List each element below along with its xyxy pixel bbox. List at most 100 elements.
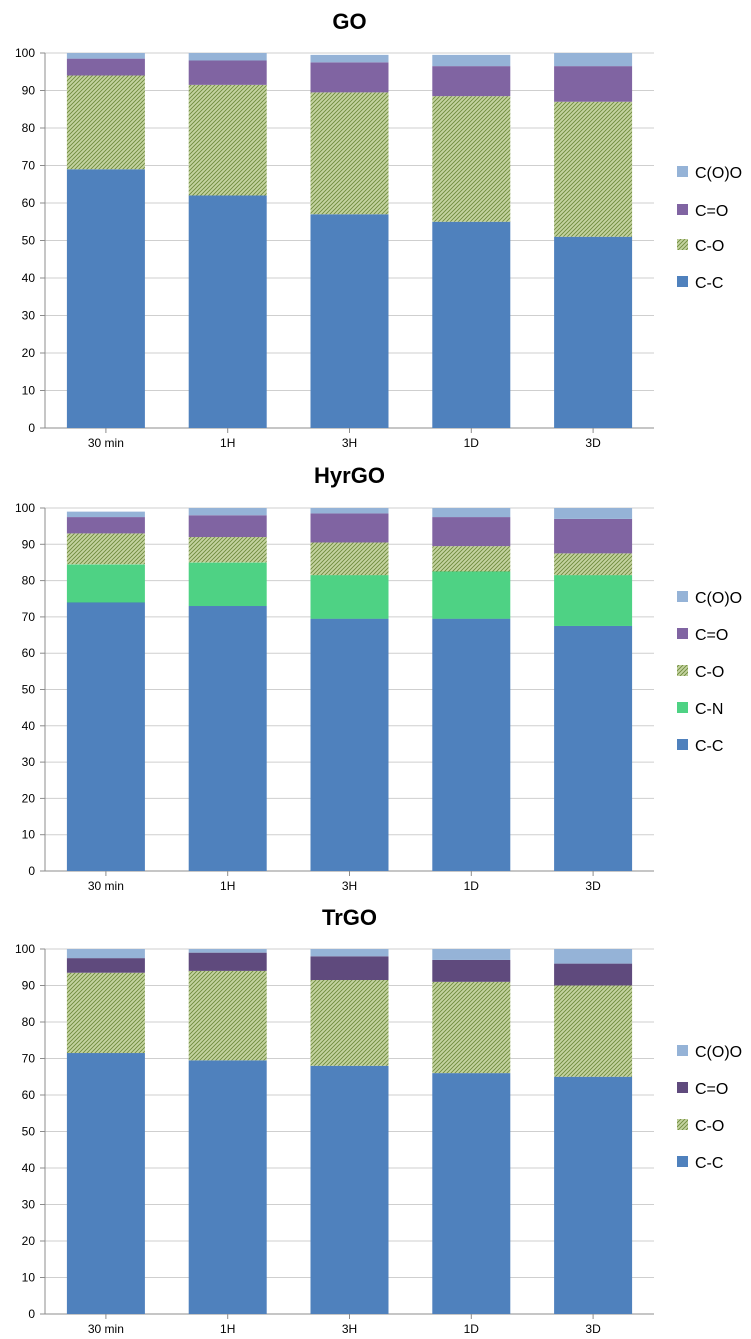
y-tick-label: 80 <box>22 574 36 588</box>
y-tick-label: 0 <box>28 1307 35 1321</box>
y-tick-label: 80 <box>22 121 36 135</box>
y-tick-label: 90 <box>22 84 36 98</box>
bar-segment-c-o <box>66 75 145 170</box>
bar-segment-c-eq-o-go <box>310 62 389 93</box>
y-tick-label: 60 <box>22 1088 36 1102</box>
bar-segment-c-c <box>188 195 267 428</box>
bar-segment-c-n <box>554 575 633 626</box>
bar-segment-c-o-o <box>66 511 145 518</box>
legend-label: C-O <box>695 664 724 681</box>
bar-segment-c-o <box>188 970 267 1061</box>
legend-swatch-c-o-o <box>677 1045 688 1056</box>
y-tick-label: 10 <box>22 828 36 842</box>
chart-title: GO <box>332 9 366 34</box>
bar-segment-c-o-o <box>432 54 511 67</box>
y-tick-label: 20 <box>22 791 36 805</box>
y-tick-label: 30 <box>22 309 36 323</box>
y-tick-label: 40 <box>22 1161 36 1175</box>
bar-segment-c-eq-o-go <box>188 515 267 538</box>
y-tick-label: 60 <box>22 196 36 210</box>
y-tick-label: 70 <box>22 610 36 624</box>
legend-label: C-C <box>695 275 723 292</box>
x-tick-label: 3H <box>342 879 357 893</box>
bar-segment-c-o <box>432 546 511 572</box>
bar-segment-c-eq-o-tr <box>554 963 633 986</box>
bar-segment-c-o-o <box>310 508 389 514</box>
legend-swatch-c-eq-o-go <box>677 628 688 639</box>
x-tick-label: 1H <box>220 879 235 893</box>
legend-swatch-c-eq-o-go <box>677 204 688 215</box>
legend-swatch-c-c <box>677 739 688 750</box>
bar-segment-c-c <box>66 1053 145 1314</box>
y-tick-label: 50 <box>22 683 36 697</box>
y-tick-label: 30 <box>22 1198 36 1212</box>
bar-segment-c-c <box>188 1060 267 1314</box>
bar-segment-c-o <box>310 980 389 1066</box>
bar-segment-c-eq-o-tr <box>310 956 389 981</box>
legend-swatch-c-c <box>677 1156 688 1167</box>
legend-label: C=O <box>695 627 728 644</box>
bar-segment-c-eq-o-go <box>554 518 633 554</box>
y-tick-label: 90 <box>22 979 36 993</box>
chart-panel-trgo: TrGO 0 10 20 30 40 50 60 70 80 90 100 30 min 1H 3H 1D 3D… <box>15 905 742 1336</box>
legend-swatch-c-o-o <box>677 591 688 602</box>
x-tick-label: 3D <box>585 1322 601 1336</box>
legend-label: C(O)O <box>695 1044 742 1061</box>
legend-label: C(O)O <box>695 590 742 607</box>
bar-segment-c-o <box>554 101 633 237</box>
x-tick-label: 30 min <box>88 879 124 893</box>
bar-segment-c-c <box>432 221 511 428</box>
bar-segment-c-c <box>432 618 511 871</box>
legend-label: C-O <box>695 238 724 255</box>
bar-segment-c-c <box>554 1076 633 1314</box>
bar-segment-c-eq-o-go <box>310 513 389 543</box>
x-tick-label: 3D <box>585 879 601 893</box>
bar-segment-c-o <box>66 533 145 565</box>
legend-label: C=O <box>695 203 728 220</box>
legend-label: C-C <box>695 738 723 755</box>
bar-segment-c-o-o <box>554 508 633 519</box>
x-tick-label: 1H <box>220 1322 235 1336</box>
bar-segment-c-o <box>554 553 633 576</box>
bar-segment-c-c <box>432 1073 511 1314</box>
bar-segment-c-o-o <box>310 949 389 957</box>
y-tick-label: 0 <box>28 864 35 878</box>
legend-label: C-N <box>695 701 723 718</box>
y-tick-label: 40 <box>22 719 36 733</box>
x-tick-label: 30 min <box>88 1322 124 1336</box>
bar-segment-c-c <box>310 1065 389 1314</box>
y-tick-label: 60 <box>22 646 36 660</box>
y-tick-label: 30 <box>22 755 36 769</box>
bar-segment-c-o-o <box>188 53 267 61</box>
bar-segment-c-o-o <box>432 508 511 518</box>
bar-segment-c-c <box>66 169 145 428</box>
x-tick-label: 1D <box>464 879 480 893</box>
bar-segment-c-eq-o-tr <box>188 952 267 971</box>
bar-segment-c-o <box>432 981 511 1074</box>
bar-segment-c-eq-o-tr <box>66 958 145 973</box>
y-tick-label: 50 <box>22 1125 36 1139</box>
legend-label: C(O)O <box>695 165 742 182</box>
bar-segment-c-o-o <box>188 949 267 953</box>
legend-swatch-c-o <box>677 239 688 250</box>
y-tick-label: 70 <box>22 1052 36 1066</box>
bar-segment-c-eq-o-go <box>66 517 145 534</box>
bar-segment-c-o <box>310 542 389 576</box>
legend-label: C=O <box>695 1081 728 1098</box>
bar-segment-c-c <box>554 236 633 428</box>
legend-swatch-c-o <box>677 1119 688 1130</box>
y-tick-label: 100 <box>15 46 35 60</box>
y-tick-label: 100 <box>15 501 35 515</box>
bar-segment-c-o-o <box>554 53 633 67</box>
legend-swatch-c-eq-o-tr <box>677 1082 688 1093</box>
bar-segment-c-eq-o-go <box>554 66 633 102</box>
legend-swatch-c-o <box>677 665 688 676</box>
y-tick-label: 90 <box>22 537 36 551</box>
bar-segment-c-o-o <box>66 949 145 959</box>
legend-swatch-c-n <box>677 702 688 713</box>
bar-segment-c-o <box>66 972 145 1054</box>
bar-segment-c-eq-o-go <box>432 66 511 97</box>
bar-segment-c-o <box>554 985 633 1077</box>
y-tick-label: 10 <box>22 1271 36 1285</box>
